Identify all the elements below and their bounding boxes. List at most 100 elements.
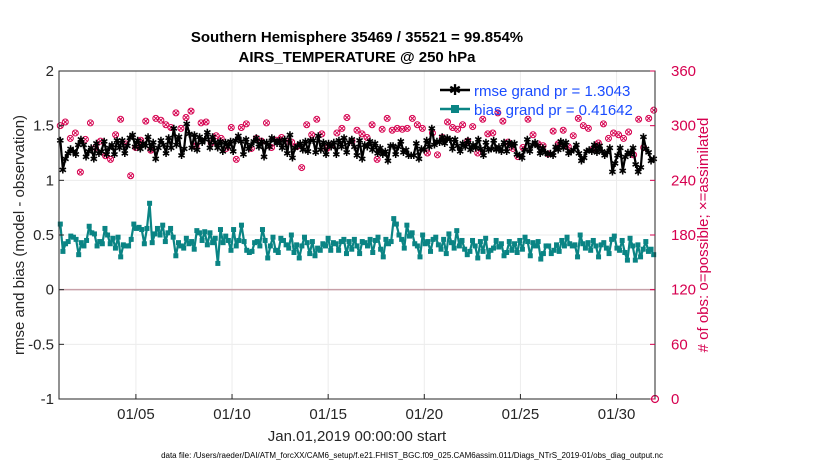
rmse-point: ✱	[208, 133, 216, 144]
bias-point	[645, 248, 651, 254]
rmse-point: ✱	[559, 144, 567, 155]
rmse-point: ✱	[128, 130, 136, 141]
bias-point	[273, 247, 279, 253]
bias-point	[107, 241, 113, 247]
obs-possible-marker	[363, 134, 371, 142]
obs-possible-marker	[262, 119, 270, 127]
bias-point	[459, 237, 465, 243]
obs-assimilated-marker	[243, 121, 249, 127]
obs-possible-marker	[232, 155, 240, 163]
x-tick-label: 01/25	[502, 406, 540, 423]
obs-possible-marker	[333, 129, 341, 137]
rmse-point: ✱	[412, 139, 420, 150]
rmse-point: ✱	[461, 142, 469, 153]
bias-point	[139, 227, 145, 233]
bias-point	[244, 247, 250, 253]
rmse-point: ✱	[443, 134, 451, 145]
obs-assimilated-marker	[83, 136, 88, 142]
obs-possible-marker	[303, 121, 311, 129]
rmse-point: ✱	[420, 146, 428, 157]
rmse-point: ✱	[404, 151, 412, 162]
rmse-point: ✱	[647, 157, 655, 168]
bias-point	[86, 223, 92, 229]
obs-possible-marker	[620, 134, 628, 142]
rmse-point: ✱	[533, 141, 541, 152]
bias-point	[194, 228, 200, 234]
obs-assimilated-marker	[309, 132, 315, 138]
rmse-point: ✱	[544, 150, 552, 161]
rmse-point: ✱	[345, 138, 353, 149]
obs-assimilated-marker	[616, 132, 621, 138]
obs-assimilated-marker	[359, 131, 365, 137]
obs-possible-marker	[112, 131, 120, 139]
rmse-point: ✱	[265, 142, 273, 153]
rmse-point: ✱	[175, 133, 183, 144]
bias-point	[147, 200, 153, 206]
rmse-point: ✱	[190, 130, 198, 141]
obs-assimilated-marker	[490, 130, 496, 136]
obs-assimilated-marker	[445, 119, 450, 125]
rmse-point: ✱	[394, 142, 402, 153]
rmse-point: ✱	[502, 147, 510, 158]
bias-point	[533, 243, 539, 249]
obs-assimilated-marker	[178, 126, 184, 131]
obs-assimilated-marker	[354, 127, 360, 133]
bias-point	[593, 243, 599, 249]
bias-point	[399, 236, 405, 242]
bias-point	[380, 254, 386, 260]
rmse-point: ✱	[487, 145, 495, 156]
bias-point	[162, 239, 168, 245]
obs-possible-marker	[313, 115, 321, 123]
obs-possible-marker	[127, 172, 135, 180]
rmse-point: ✱	[234, 132, 242, 143]
obs-assimilated-marker	[228, 125, 234, 130]
rmse-point: ✱	[433, 137, 441, 148]
bias-point	[420, 232, 426, 238]
obs-possible-marker	[529, 131, 537, 139]
bias-point	[365, 243, 371, 249]
legend: ✱ rmse grand pr = 1.3043 bias grand pr =…	[440, 82, 633, 119]
rmse-point: ✱	[642, 145, 650, 156]
bias-point	[388, 239, 394, 245]
obs-assimilated-marker	[530, 132, 536, 138]
bias-point	[141, 241, 147, 247]
rmse-point: ✱	[575, 149, 583, 160]
rmse-point: ✱	[185, 129, 193, 140]
bias-point	[617, 247, 623, 253]
rmse-point: ✱	[113, 136, 121, 147]
bias-point	[467, 248, 473, 254]
bias-point	[506, 239, 512, 245]
bias-point	[76, 252, 82, 258]
bias-point	[291, 249, 297, 255]
rmse-point: ✱	[229, 147, 237, 158]
rmse-point: ✱	[304, 147, 312, 158]
obs-assimilated-marker	[500, 118, 506, 124]
rmse-point: ✱	[301, 137, 309, 148]
rmse-point: ✱	[322, 150, 330, 161]
obs-possible-marker	[599, 120, 607, 128]
y-axis-right-ticks: 0 60 120 180 240 300 360	[650, 63, 696, 408]
bias-point	[265, 255, 271, 261]
bias-point	[170, 234, 176, 240]
rmse-point: ✱	[631, 160, 639, 171]
obs-assimilated-marker	[304, 122, 310, 128]
obs-possible-marker	[625, 128, 633, 136]
rmse-point: ✱	[366, 137, 374, 148]
obs-assimilated-marker	[128, 173, 134, 179]
bias-series	[57, 200, 657, 266]
rmse-point: ✱	[167, 144, 175, 155]
bias-point	[477, 239, 483, 245]
bias-point	[535, 239, 541, 245]
obs-possible-marker	[383, 114, 391, 122]
bias-point	[278, 235, 284, 241]
obs-possible-marker	[353, 126, 361, 134]
bias-point	[254, 239, 260, 245]
obs-possible-marker	[569, 132, 577, 140]
rmse-point: ✱	[446, 135, 454, 146]
rmse-point: ✱	[188, 144, 196, 155]
obs-possible-marker	[635, 115, 643, 123]
bias-point	[543, 243, 549, 249]
rmse-point: ✱	[523, 135, 531, 146]
rmse-point: ✱	[281, 135, 289, 146]
bias-point	[509, 247, 515, 253]
